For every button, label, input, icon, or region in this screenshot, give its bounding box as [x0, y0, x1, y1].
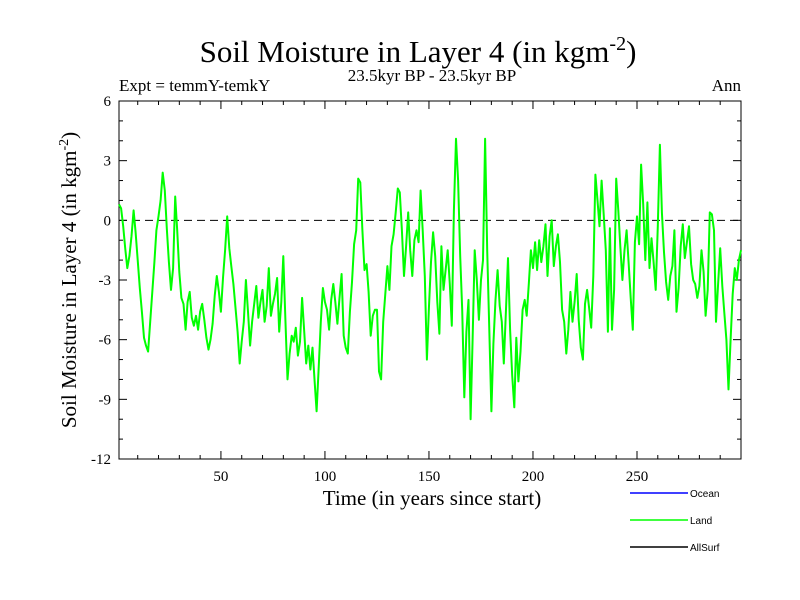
y-tick-label: -3 [99, 273, 112, 289]
y-tick-label: 6 [104, 94, 112, 110]
y-tick-label: -12 [91, 452, 111, 468]
season-label: Ann [712, 76, 742, 95]
x-tick-label: 50 [213, 469, 228, 485]
y-tick-label: -6 [99, 333, 112, 349]
period-label: 23.5kyr BP - 23.5kyr BP [348, 66, 516, 85]
series-line-land [118, 137, 742, 421]
y-tick-label: 0 [104, 213, 112, 229]
x-tick-label: 100 [314, 469, 337, 485]
x-axis-label: Time (in years since start) [323, 486, 542, 510]
x-tick-label: 150 [418, 469, 441, 485]
axis-tick-labels: 6 3 0 -3 -6 -9 -12 50 100 150 200 250 [91, 94, 648, 485]
legend-item-ocean: Ocean [630, 489, 719, 500]
x-tick-label: 250 [626, 469, 649, 485]
legend-label: Ocean [690, 489, 719, 500]
legend-label: Land [690, 516, 712, 527]
chart-title: Soil Moisture in Layer 4 (in kgm-2) [200, 33, 637, 69]
legend: Ocean Land AllSurf [630, 489, 720, 554]
legend-item-land: Land [630, 516, 712, 527]
y-tick-label: -9 [99, 392, 112, 408]
x-tick-label: 200 [522, 469, 545, 485]
legend-item-allsurf: AllSurf [630, 543, 720, 554]
y-tick-label: 3 [104, 154, 112, 170]
y-axis-label: Soil Moisture in Layer 4 (in kgm-2) [57, 132, 81, 428]
legend-label: AllSurf [690, 543, 720, 554]
series-group [118, 137, 742, 421]
experiment-label: Expt = temmY-temkY [119, 76, 270, 95]
